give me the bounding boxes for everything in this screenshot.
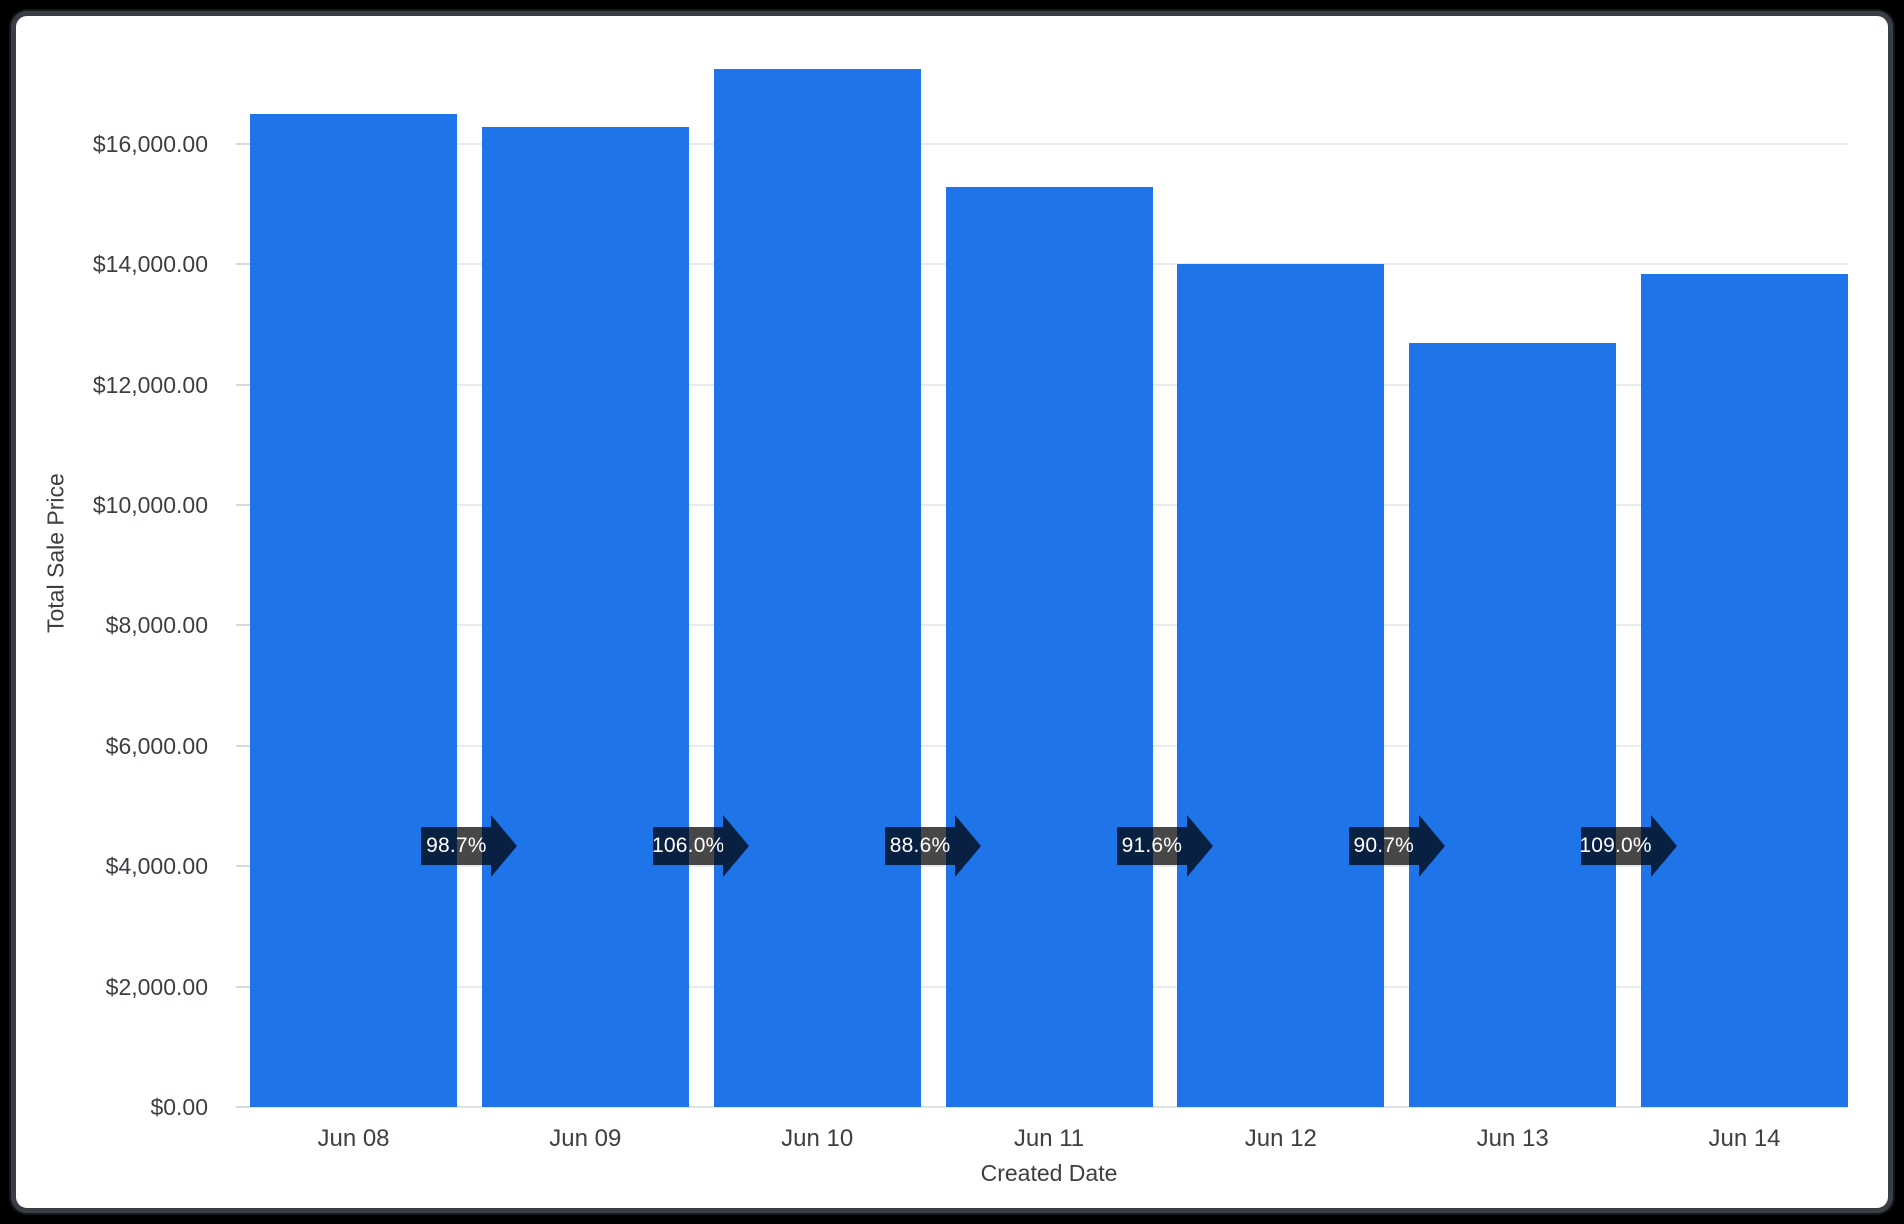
growth-arrow-body: 109.0%	[1579, 827, 1652, 865]
arrow-right-icon	[1650, 815, 1677, 877]
bar-jun-11[interactable]	[945, 186, 1153, 1107]
arrow-right-icon	[491, 815, 518, 877]
y-tick-mark	[236, 744, 250, 747]
growth-percentage-label: 91.6%	[1121, 834, 1183, 857]
arrow-right-icon	[955, 815, 982, 877]
bar-jun-09[interactable]	[481, 127, 689, 1107]
x-tick-label: Jun 12	[1244, 1125, 1317, 1152]
bar-jun-14[interactable]	[1641, 273, 1848, 1107]
y-tick-label: $0.00	[150, 1094, 208, 1120]
y-tick-label: $2,000.00	[105, 973, 208, 1000]
y-tick-label: $16,000.00	[92, 130, 208, 157]
arrow-right-icon	[1186, 815, 1213, 877]
growth-arrow-body: 88.6%	[885, 827, 956, 865]
y-tick-mark	[236, 263, 250, 266]
y-tick-mark	[236, 865, 250, 868]
x-tick-label: Jun 11	[1013, 1125, 1085, 1152]
growth-arrow-body: 90.7%	[1348, 827, 1419, 865]
growth-arrow-badge: 106.0%	[652, 815, 750, 877]
y-tick-mark	[236, 142, 250, 145]
x-tick-label: Jun 14	[1708, 1125, 1781, 1152]
growth-percentage-label: 90.7%	[1353, 834, 1415, 857]
plot-area: $0.00 $2,000.00 $4,000.00 $6,000.00 $8,000.0…	[93, 0, 1848, 1152]
growth-percentage-label: 109.0%	[1579, 834, 1652, 857]
bar-jun-12[interactable]	[1177, 264, 1385, 1107]
growth-arrow-body: 91.6%	[1116, 827, 1187, 865]
bar-jun-10[interactable]	[713, 68, 921, 1107]
bar-jun-08[interactable]	[250, 114, 457, 1107]
growth-arrow-badge: 90.7%	[1348, 815, 1445, 877]
growth-percentage-label: 98.7%	[426, 834, 487, 857]
y-tick-label: $6,000.00	[105, 732, 208, 759]
growth-percentage-label: 88.6%	[889, 834, 951, 857]
growth-percentage-label: 106.0%	[652, 834, 725, 857]
gridline	[250, 142, 1848, 145]
x-tick-label: Jun 10	[781, 1125, 854, 1152]
y-tick-mark	[236, 985, 250, 988]
x-tick-label: Jun 09	[549, 1125, 622, 1152]
y-tick-mark	[236, 1106, 250, 1108]
growth-arrow-body: 98.7%	[421, 827, 492, 865]
y-tick-label: $4,000.00	[105, 853, 208, 880]
y-tick-mark	[236, 624, 250, 627]
gridline	[250, 1106, 1848, 1108]
bar-jun-13[interactable]	[1409, 342, 1617, 1107]
y-tick-label: $12,000.00	[92, 371, 208, 398]
x-axis-title: Created Date	[980, 1160, 1118, 1186]
y-axis-title: Total Sale Price	[42, 473, 69, 634]
arrow-right-icon	[723, 815, 750, 877]
growth-arrow-badge: 98.7%	[421, 815, 518, 877]
growth-arrow-badge: 91.6%	[1116, 815, 1213, 877]
y-tick-mark	[236, 504, 250, 507]
growth-arrow-body: 106.0%	[652, 827, 725, 865]
arrow-right-icon	[1418, 815, 1445, 877]
x-tick-label: Jun 08	[317, 1125, 390, 1152]
x-tick-label: Jun 13	[1476, 1125, 1549, 1152]
y-tick-label: $8,000.00	[105, 612, 208, 639]
y-tick-label: $14,000.00	[92, 251, 208, 278]
growth-arrow-badge: 109.0%	[1579, 815, 1677, 877]
growth-arrow-badge: 88.6%	[885, 815, 982, 877]
y-tick-label: $10,000.00	[92, 492, 208, 519]
y-tick-mark	[236, 383, 250, 386]
